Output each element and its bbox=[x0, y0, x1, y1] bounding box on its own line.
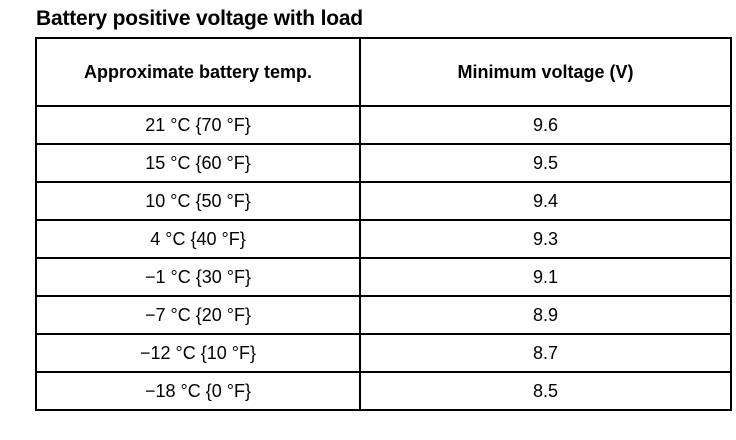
voltage-cell: 9.1 bbox=[359, 257, 732, 297]
voltage-cell: 8.7 bbox=[359, 333, 732, 373]
voltage-cell: 9.5 bbox=[359, 143, 732, 183]
temp-cell: −7 °C {20 °F} bbox=[35, 295, 361, 335]
table-row: −7 °C {20 °F} 8.9 bbox=[35, 295, 732, 335]
voltage-cell: 9.3 bbox=[359, 219, 732, 259]
header-temp: Approximate battery temp. bbox=[35, 37, 361, 107]
header-row: Approximate battery temp. Minimum voltag… bbox=[35, 37, 732, 107]
voltage-cell: 8.9 bbox=[359, 295, 732, 335]
table-row: 15 °C {60 °F} 9.5 bbox=[35, 143, 732, 183]
temp-cell: 15 °C {60 °F} bbox=[35, 143, 361, 183]
table-row: 10 °C {50 °F} 9.4 bbox=[35, 181, 732, 221]
temp-cell: −1 °C {30 °F} bbox=[35, 257, 361, 297]
voltage-cell: 9.4 bbox=[359, 181, 732, 221]
table-row: −18 °C {0 °F} 8.5 bbox=[35, 371, 732, 411]
temp-cell: −12 °C {10 °F} bbox=[35, 333, 361, 373]
voltage-cell: 8.5 bbox=[359, 371, 732, 411]
temp-cell: 21 °C {70 °F} bbox=[35, 105, 361, 145]
table-row: 4 °C {40 °F} 9.3 bbox=[35, 219, 732, 259]
temp-cell: 4 °C {40 °F} bbox=[35, 219, 361, 259]
temp-cell: 10 °C {50 °F} bbox=[35, 181, 361, 221]
table-title: Battery positive voltage with load bbox=[36, 7, 363, 30]
temp-cell: −18 °C {0 °F} bbox=[35, 371, 361, 411]
table-row: −1 °C {30 °F} 9.1 bbox=[35, 257, 732, 297]
table-row: −12 °C {10 °F} 8.7 bbox=[35, 333, 732, 373]
table-row: 21 °C {70 °F} 9.6 bbox=[35, 105, 732, 145]
voltage-table: Approximate battery temp. Minimum voltag… bbox=[35, 37, 732, 411]
voltage-cell: 9.6 bbox=[359, 105, 732, 145]
header-voltage: Minimum voltage (V) bbox=[359, 37, 732, 107]
